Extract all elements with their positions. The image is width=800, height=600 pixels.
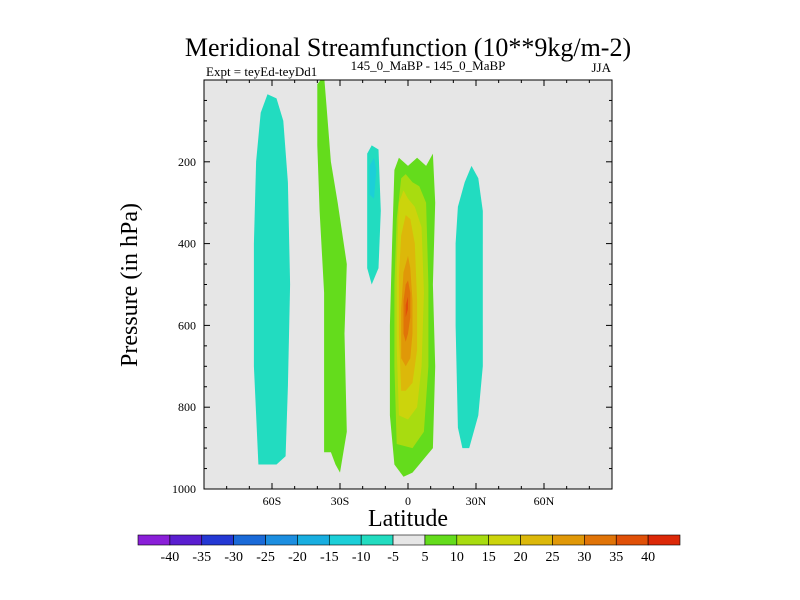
- y-tick-label: 400: [178, 237, 196, 251]
- colorbar-swatch: [360, 534, 394, 546]
- colorbar-label: -25: [256, 550, 275, 565]
- colorbar-swatch: [265, 534, 298, 546]
- colorbar-swatch: [137, 534, 171, 546]
- colorbar: -40 -35 -30 -25 -20 -15 -10 -5 5 10 15 20 25 30 35 40: [137, 534, 681, 565]
- colorbar-label: -15: [320, 550, 339, 565]
- colorbar-label: -35: [192, 550, 211, 565]
- colorbar-swatch: [328, 534, 362, 546]
- colorbar-swatch: [201, 534, 234, 546]
- colorbar-label: 35: [609, 550, 623, 565]
- contour-tropical-cell-40: [405, 296, 408, 318]
- x-axis-label: Latitude: [368, 506, 448, 532]
- x-tick-label: 30S: [331, 494, 350, 508]
- colorbar-swatch: [456, 534, 490, 546]
- colorbar-swatch: [424, 534, 458, 546]
- colorbar-swatch: [297, 534, 330, 546]
- contour-regions: [253, 80, 483, 477]
- chart-title: Meridional Streamfunction (10**9kg/m-2): [185, 33, 631, 62]
- experiment-label: Expt = teyEd-teyDd1: [206, 64, 317, 79]
- y-tick-label: 600: [178, 318, 196, 332]
- colorbar-swatch: [392, 534, 426, 546]
- colorbar-label: 40: [641, 550, 655, 565]
- contour-southern-hemisphere-cell: [253, 94, 291, 465]
- colorbar-swatch: [615, 534, 649, 546]
- y-tick-label: 200: [178, 155, 196, 169]
- colorbar-label: -40: [161, 550, 180, 565]
- colorbar-swatch: [647, 534, 681, 546]
- colorbar-label: -5: [387, 550, 399, 565]
- colorbar-label: 10: [450, 550, 464, 565]
- y-tick-label: 1000: [172, 482, 196, 496]
- colorbar-label: 20: [514, 550, 528, 565]
- colorbar-label: -20: [288, 550, 307, 565]
- colorbar-swatch: [233, 534, 266, 546]
- x-tick-label: 60N: [534, 494, 555, 508]
- plot-area: 60S 30S 0 30N 60N 200 400 600 800 1000: [172, 79, 613, 508]
- contour-northern-hemisphere-cell: [455, 165, 483, 449]
- colorbar-swatch: [584, 534, 617, 546]
- colorbar-swatch: [552, 534, 585, 546]
- colorbar-label: -10: [352, 550, 371, 565]
- colorbar-label: 5: [421, 550, 428, 565]
- colorbar-label: 15: [482, 550, 496, 565]
- colorbar-swatch: [169, 534, 203, 546]
- y-tick-label: 800: [178, 400, 196, 414]
- colorbar-label: 30: [577, 550, 591, 565]
- season-label: JJA: [591, 60, 611, 75]
- contour-band-30s: [317, 80, 347, 473]
- y-axis-label: Pressure (in hPa): [117, 203, 143, 367]
- colorbar-label: -30: [224, 550, 243, 565]
- x-tick-label: 30N: [466, 494, 487, 508]
- y-axis-ticks: 200 400 600 800 1000: [172, 99, 612, 496]
- colorbar-swatch: [520, 534, 553, 546]
- period-label: 145_0_MaBP - 145_0_MaBP: [351, 58, 506, 73]
- x-tick-label: 0: [405, 494, 411, 508]
- x-tick-label: 60S: [263, 494, 282, 508]
- contour-band-15s-core: [369, 157, 377, 199]
- x-axis-ticks: 60S 30S 0 30N 60N: [226, 80, 590, 508]
- colorbar-label: 25: [545, 550, 559, 565]
- colorbar-swatch: [488, 534, 521, 546]
